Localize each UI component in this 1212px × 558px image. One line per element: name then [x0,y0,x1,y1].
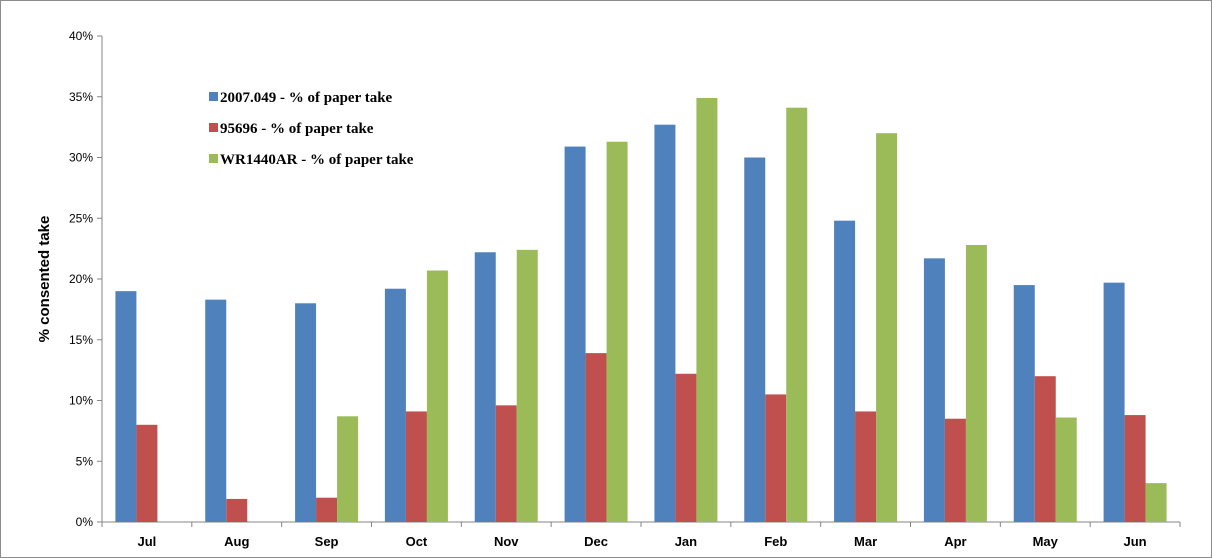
y-tick-label: 35% [69,90,93,104]
x-tick-label: Apr [944,534,966,549]
bar-nov-series-2 [495,405,517,522]
bar-jun-series-3 [1145,483,1167,522]
bar-jun-series-1 [1103,282,1125,522]
bar-dec-series-3 [606,141,628,522]
bar-sep-series-2 [316,497,338,522]
x-tick-label: Nov [494,534,519,549]
y-tick-label: 40% [69,29,93,43]
bar-jul-series-2 [136,424,158,522]
bar-jan-series-3 [696,97,718,522]
bar-aug-series-2 [226,498,248,522]
bar-may-series-3 [1055,417,1077,522]
bar-oct-series-3 [426,270,448,522]
bar-feb-series-2 [765,394,787,522]
y-tick-label: 10% [69,394,93,408]
bar-nov-series-3 [516,249,538,522]
bar-apr-series-1 [923,258,945,522]
bar-nov-series-1 [474,252,496,522]
y-axis-title: % consented take [36,216,53,343]
bar-sep-series-1 [295,303,317,522]
bar-may-series-2 [1034,376,1056,522]
y-tick-label: 25% [69,211,93,225]
x-tick-label: May [1033,534,1059,549]
x-tick-label: Oct [406,534,428,549]
x-tick-label: Aug [224,534,249,549]
legend-label-3: WR1440AR - % of paper take [220,152,414,168]
bar-feb-series-3 [786,107,808,522]
bar-dec-series-1 [564,146,586,522]
bar-dec-series-2 [585,353,607,522]
bar-jul-series-1 [115,291,137,522]
bar-jun-series-2 [1124,415,1146,522]
bar-jan-series-1 [654,124,676,522]
legend-swatch-2 [209,123,218,132]
bar-oct-series-2 [405,411,427,522]
x-tick-label: Jun [1124,534,1147,549]
bar-oct-series-1 [384,288,406,522]
legend-swatch-1 [209,92,218,101]
y-tick-label: 15% [69,333,93,347]
x-tick-label: Jan [675,534,697,549]
bar-feb-series-1 [744,157,766,522]
y-tick-label: 30% [69,151,93,165]
y-tick-label: 5% [76,454,94,468]
legend-swatch-3 [209,154,218,163]
y-tick-label: 0% [76,515,94,529]
x-tick-label: Sep [315,534,339,549]
legend-label-1: 2007.049 - % of paper take [220,90,393,106]
bar-jan-series-2 [675,373,697,522]
bar-apr-series-2 [944,418,966,522]
x-tick-label: Mar [854,534,877,549]
bar-mar-series-1 [834,220,856,522]
y-tick-label: 20% [69,272,93,286]
bar-aug-series-1 [205,299,227,522]
bar-may-series-1 [1013,285,1035,522]
bar-apr-series-3 [965,244,987,523]
bar-mar-series-3 [876,133,898,522]
legend-label-2: 95696 - % of paper take [220,121,374,137]
bar-sep-series-3 [337,416,359,522]
x-tick-label: Feb [764,534,787,549]
x-tick-label: Jul [138,534,157,549]
x-tick-label: Dec [584,534,608,549]
bar-mar-series-2 [855,411,877,522]
